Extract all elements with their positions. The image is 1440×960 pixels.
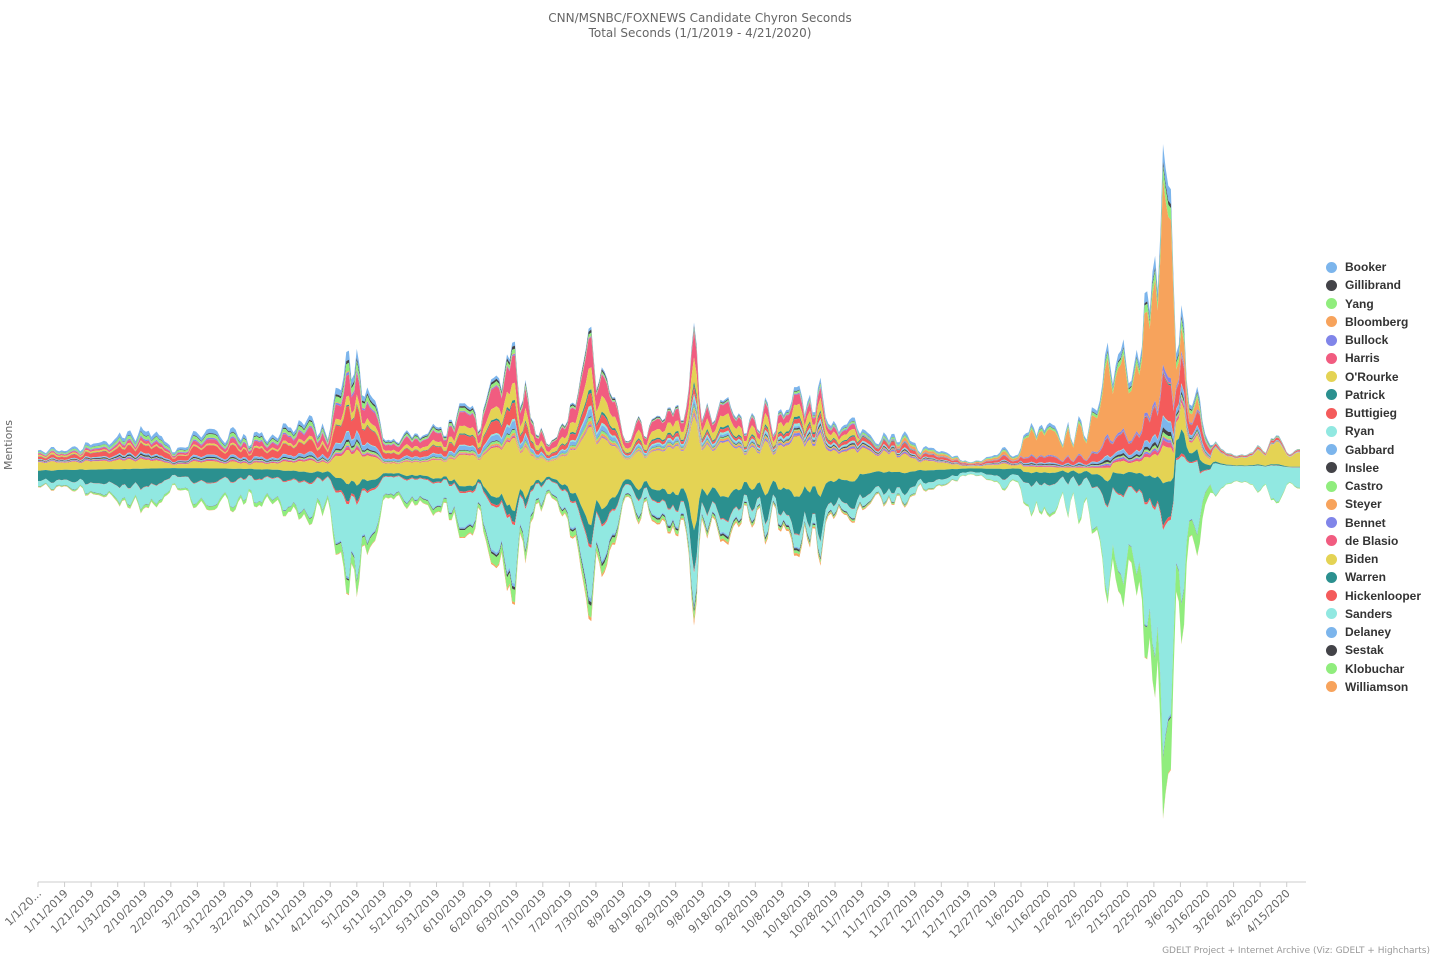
legend-label: Gabbard bbox=[1345, 442, 1395, 457]
legend-label: Klobuchar bbox=[1345, 661, 1405, 676]
legend-item-buttigieg[interactable]: Buttigieg bbox=[1326, 404, 1440, 422]
legend-marker bbox=[1326, 298, 1337, 310]
legend-item-warren[interactable]: Warren bbox=[1326, 568, 1440, 586]
legend-item-gabbard[interactable]: Gabbard bbox=[1326, 441, 1440, 459]
chart-title: CNN/MSNBC/FOXNEWS Candidate Chyron Secon… bbox=[548, 11, 852, 25]
legend-label: Steyer bbox=[1345, 497, 1382, 512]
legend-item-williamson[interactable]: Williamson bbox=[1326, 678, 1440, 696]
legend-item-yang[interactable]: Yang bbox=[1326, 295, 1440, 313]
legend-marker bbox=[1326, 608, 1337, 620]
legend-item-bullock[interactable]: Bullock bbox=[1326, 331, 1440, 349]
legend-item-sestak[interactable]: Sestak bbox=[1326, 641, 1440, 659]
stream-castro[interactable] bbox=[38, 394, 1300, 467]
legend-label: Harris bbox=[1345, 351, 1380, 366]
legend-label: Sanders bbox=[1345, 606, 1393, 621]
legend-label: Bennet bbox=[1345, 515, 1386, 530]
legend-label: O'Rourke bbox=[1345, 369, 1399, 384]
legend-marker bbox=[1326, 571, 1337, 583]
legend-label: Yang bbox=[1345, 296, 1374, 311]
legend-item-booker[interactable]: Booker bbox=[1326, 258, 1440, 276]
legend-item-castro[interactable]: Castro bbox=[1326, 477, 1440, 495]
legend-marker bbox=[1326, 352, 1337, 364]
legend-item-sanders[interactable]: Sanders bbox=[1326, 605, 1440, 623]
legend-item-hickenlooper[interactable]: Hickenlooper bbox=[1326, 587, 1440, 605]
legend-item-patrick[interactable]: Patrick bbox=[1326, 386, 1440, 404]
legend-marker bbox=[1326, 644, 1337, 656]
legend-label: Buttigieg bbox=[1345, 406, 1397, 421]
legend-marker bbox=[1326, 663, 1337, 675]
streamgraph-plot: 1/1/20...1/11/20191/21/20191/31/20192/10… bbox=[2, 144, 1306, 941]
legend-label: Hickenlooper bbox=[1345, 588, 1422, 603]
legend-marker bbox=[1326, 480, 1337, 492]
legend-marker bbox=[1326, 371, 1337, 383]
stream-yang[interactable] bbox=[38, 166, 1300, 464]
stream-klobuchar[interactable] bbox=[38, 473, 1300, 818]
legend-label: Bloomberg bbox=[1345, 314, 1409, 329]
legend-label: Bullock bbox=[1345, 333, 1389, 348]
legend-item-biden[interactable]: Biden bbox=[1326, 550, 1440, 568]
legend-item-gillibrand[interactable]: Gillibrand bbox=[1326, 276, 1440, 294]
legend-marker bbox=[1326, 590, 1337, 602]
legend-label: Patrick bbox=[1345, 387, 1386, 402]
legend-marker bbox=[1326, 334, 1337, 346]
legend-marker bbox=[1326, 553, 1337, 565]
legend-label: Inslee bbox=[1345, 460, 1380, 475]
legend-label: Castro bbox=[1345, 479, 1384, 494]
legend-item-bennet[interactable]: Bennet bbox=[1326, 514, 1440, 532]
legend-marker bbox=[1326, 681, 1337, 693]
legend-marker bbox=[1326, 517, 1337, 529]
legend-label: de Blasio bbox=[1345, 533, 1399, 548]
legend-marker bbox=[1326, 498, 1337, 510]
legend-label: Delaney bbox=[1345, 625, 1392, 640]
legend-item-o-rourke[interactable]: O'Rourke bbox=[1326, 368, 1440, 386]
legend-item-delaney[interactable]: Delaney bbox=[1326, 623, 1440, 641]
legend-item-ryan[interactable]: Ryan bbox=[1326, 422, 1440, 440]
credits[interactable]: GDELT Project + Internet Archive (Viz: G… bbox=[1162, 946, 1430, 956]
stream-inslee[interactable] bbox=[38, 391, 1300, 467]
legend-item-inslee[interactable]: Inslee bbox=[1326, 459, 1440, 477]
stream-sanders[interactable] bbox=[38, 456, 1300, 755]
stream-warren[interactable] bbox=[38, 429, 1300, 571]
stream-layers bbox=[38, 144, 1300, 819]
chart-subtitle: Total Seconds (1/1/2019 - 4/21/2020) bbox=[588, 26, 812, 40]
legend-marker bbox=[1326, 535, 1337, 547]
legend-item-bloomberg[interactable]: Bloomberg bbox=[1326, 313, 1440, 331]
legend-marker bbox=[1326, 279, 1337, 291]
legend-item-harris[interactable]: Harris bbox=[1326, 349, 1440, 367]
legend-marker bbox=[1326, 425, 1337, 437]
legend-label: Warren bbox=[1345, 570, 1386, 585]
legend-marker bbox=[1326, 316, 1337, 328]
legend-item-klobuchar[interactable]: Klobuchar bbox=[1326, 660, 1440, 678]
legend-label: Williamson bbox=[1345, 679, 1409, 694]
legend-label: Gillibrand bbox=[1345, 278, 1402, 293]
legend-marker bbox=[1326, 444, 1337, 456]
legend-marker bbox=[1326, 626, 1337, 638]
x-axis-ticks: 1/1/20...1/11/20191/21/20191/31/20192/10… bbox=[2, 882, 1293, 941]
legend-label: Sestak bbox=[1345, 643, 1384, 658]
legend-marker bbox=[1326, 407, 1337, 419]
stream-buttigieg[interactable] bbox=[38, 356, 1300, 466]
legend-marker bbox=[1326, 462, 1337, 474]
legend-marker bbox=[1326, 389, 1337, 401]
stream-biden[interactable] bbox=[38, 402, 1300, 531]
legend: Booker Gillibrand Yang Bloomberg Bullock Harr… bbox=[1326, 258, 1440, 696]
legend-item-de-blasio[interactable]: de Blasio bbox=[1326, 532, 1440, 550]
legend-marker bbox=[1326, 261, 1337, 273]
legend-item-steyer[interactable]: Steyer bbox=[1326, 495, 1440, 513]
legend-label: Ryan bbox=[1345, 424, 1375, 439]
legend-label: Biden bbox=[1345, 552, 1379, 567]
legend-label: Booker bbox=[1345, 260, 1387, 275]
